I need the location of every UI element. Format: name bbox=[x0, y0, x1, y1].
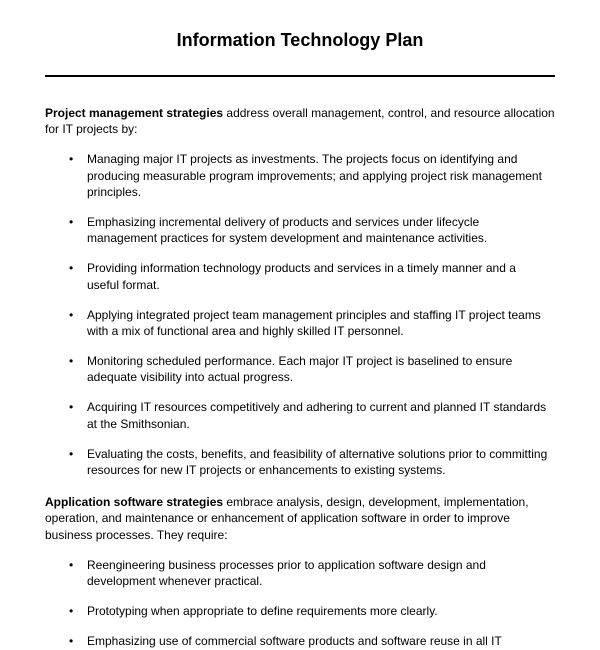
list-item: Monitoring scheduled performance. Each m… bbox=[87, 353, 555, 385]
section1-list: Managing major IT projects as investment… bbox=[45, 151, 555, 478]
section2-lead-bold: Application software strategies bbox=[45, 495, 223, 509]
list-item: Emphasizing incremental delivery of prod… bbox=[87, 214, 555, 246]
title-divider bbox=[45, 75, 555, 77]
section1-intro: Project management strategies address ov… bbox=[45, 105, 555, 137]
list-item: Managing major IT projects as investment… bbox=[87, 151, 555, 200]
list-item: Providing information technology product… bbox=[87, 260, 555, 292]
list-item: Emphasizing use of commercial software p… bbox=[87, 633, 555, 649]
section1-lead-bold: Project management strategies bbox=[45, 106, 223, 120]
list-item: Prototyping when appropriate to define r… bbox=[87, 603, 555, 619]
list-item: Applying integrated project team managem… bbox=[87, 307, 555, 339]
list-item: Acquiring IT resources competitively and… bbox=[87, 399, 555, 431]
section2-intro: Application software strategies embrace … bbox=[45, 494, 555, 543]
list-item: Evaluating the costs, benefits, and feas… bbox=[87, 446, 555, 478]
list-item: Reengineering business processes prior t… bbox=[87, 557, 555, 589]
section2-list: Reengineering business processes prior t… bbox=[45, 557, 555, 650]
page-title: Information Technology Plan bbox=[45, 30, 555, 51]
